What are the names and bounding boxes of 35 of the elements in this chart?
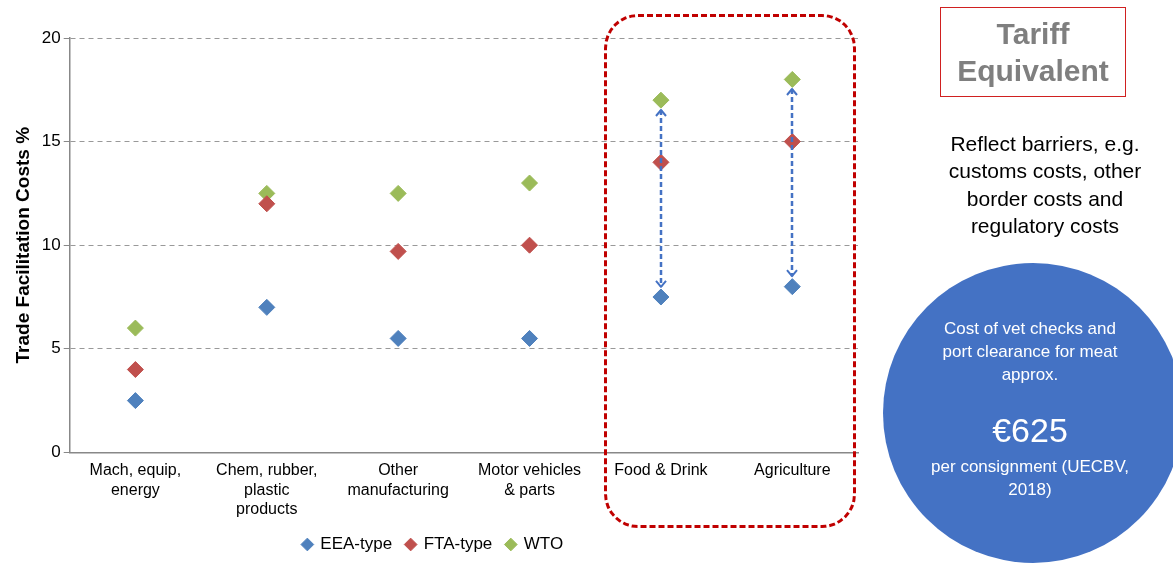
text: Cost of vet checks and port clearance for meat approx. bbox=[941, 318, 1119, 386]
point bbox=[783, 278, 801, 296]
point bbox=[521, 174, 539, 192]
point bbox=[783, 70, 801, 88]
x-tick-label: Food & Drink bbox=[614, 461, 709, 479]
text: Tariff Equivalent bbox=[940, 7, 1126, 97]
x-tick-label: Chem, rubber, plastic products bbox=[216, 461, 318, 517]
x-tick-label: Other manufacturing bbox=[347, 461, 449, 498]
x-tick-label: Mach, equip, energy bbox=[89, 461, 182, 498]
point bbox=[521, 329, 539, 347]
x-tick-label: Agriculture bbox=[754, 461, 831, 479]
legend-label: FTA-type bbox=[423, 534, 493, 554]
x-tick-label: Motor vehicles & parts bbox=[477, 461, 582, 498]
legend-label: WTO bbox=[523, 534, 564, 554]
point bbox=[652, 288, 670, 306]
y-tick-label: 15 bbox=[41, 131, 61, 151]
point bbox=[652, 91, 670, 109]
y-tick-label: 20 bbox=[41, 27, 61, 47]
text: Reflect barriers, e.g. customs costs, other border costs and regulatory costs bbox=[947, 131, 1143, 239]
point bbox=[521, 236, 539, 254]
point bbox=[126, 392, 144, 410]
text: per consignment (UECBV, 2018) bbox=[930, 456, 1130, 501]
point bbox=[258, 195, 276, 213]
y-tick-label: 0 bbox=[51, 442, 61, 462]
point bbox=[389, 242, 407, 260]
y-tick-label: 10 bbox=[41, 234, 61, 254]
y-tick-label: 5 bbox=[51, 338, 61, 358]
y-axis-title: Trade Facilitation Costs % bbox=[11, 126, 33, 364]
point bbox=[258, 298, 276, 316]
legend-label: EEA-type bbox=[320, 534, 393, 554]
point bbox=[389, 329, 407, 347]
text: €625 bbox=[991, 411, 1069, 450]
point bbox=[389, 184, 407, 202]
point bbox=[126, 361, 144, 379]
point bbox=[126, 319, 144, 337]
